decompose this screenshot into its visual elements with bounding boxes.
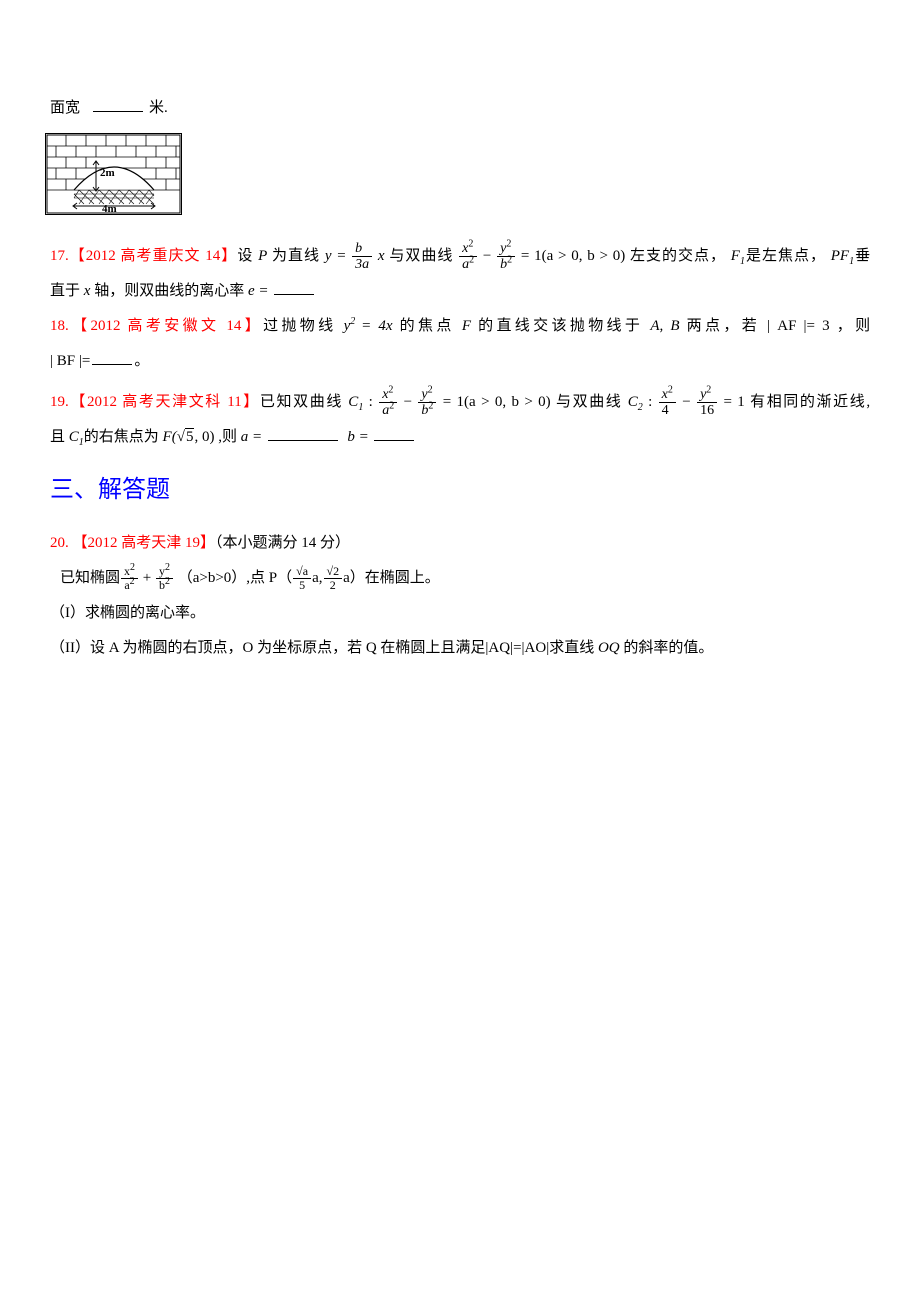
p20-part2a: （II）设 A 为椭圆的右顶点，O 为坐标原点，若 Q 在椭圆上且满足|AQ|=…: [50, 640, 594, 656]
p20-num: 20.: [50, 535, 73, 551]
p20-t1: （本小题满分 14 分）: [215, 535, 350, 551]
p20-frac1: x2a2: [121, 565, 138, 592]
p20-OQ: OQ: [598, 640, 620, 656]
p17-x: x: [378, 248, 385, 264]
p19-frac4: y216: [697, 387, 717, 419]
p19-Fsqrt2: , 0): [194, 429, 214, 445]
p17-blank: [274, 279, 314, 295]
p17-eq-rhs: = 1(a > 0, b > 0): [521, 248, 625, 264]
p19-frac3: x24: [659, 387, 676, 419]
p17-t3: 与双曲线: [389, 248, 453, 264]
p17-e: e =: [248, 283, 269, 299]
p19-t6: ,则: [218, 429, 237, 445]
p20-tag: 【2012 高考天津 19】: [73, 535, 216, 551]
p19-t3: 有相同的渐近线,: [750, 394, 870, 410]
p16-blank: [93, 96, 143, 112]
p19-t4: 且: [50, 429, 65, 445]
p16-post: 米.: [149, 100, 168, 116]
p18-t4: 两点，若: [687, 318, 760, 334]
p20-t2: 已知椭圆: [60, 570, 120, 586]
p17-frac1: b3a: [352, 241, 372, 273]
p18-t3: 的直线交该抛物线于: [478, 318, 643, 334]
p17-eq-lhs: y =: [325, 248, 347, 264]
p17-xaxis: x: [84, 283, 91, 299]
p17-P: P: [258, 248, 267, 264]
p18-t1: 过抛物线: [263, 318, 336, 334]
p18-tag: 【2012 高考安徽文 14】: [69, 318, 263, 334]
diagram-label-2m: 2m: [100, 167, 115, 179]
p19-frac2: y2b2: [418, 387, 436, 419]
p17-t1: 设: [237, 248, 253, 264]
p19-blank-b: [374, 425, 414, 441]
p19-sqrt5: 5: [177, 421, 195, 454]
p18-blank: [92, 349, 132, 365]
p17-tag: 【2012 高考重庆文 14】: [69, 248, 238, 264]
p17-PF1: PF1: [831, 248, 854, 264]
diagram-label-4m: 4m: [102, 203, 117, 215]
p19-minus1: −: [404, 394, 412, 410]
p20-part1: （I）求椭圆的离心率。: [50, 597, 870, 630]
p19-Fsqrt: F(: [163, 429, 177, 445]
p17-t2: 为直线: [272, 248, 320, 264]
p17-t8: 轴，则双曲线的离心率: [94, 283, 244, 299]
p20-a2: a: [343, 570, 350, 586]
p18-F: F: [462, 318, 471, 334]
p19-C2: C2: [628, 394, 643, 410]
p20-frac2: y2b2: [156, 565, 173, 592]
p18-BF: | BF |=: [50, 353, 90, 369]
p17-t5: 是左焦点，: [745, 248, 826, 264]
p17-F1: F1: [731, 248, 745, 264]
p17-t7: 直于: [50, 283, 80, 299]
p20-t3: （a>b>0）,点 P（: [178, 570, 292, 586]
p19-line2: 且 C1的右焦点为 F(5, 0) ,则 a = b =: [50, 421, 870, 454]
p18-t6: 。: [134, 353, 149, 369]
p19-b-eq: b =: [347, 429, 368, 445]
p20-a1: a,: [312, 570, 322, 586]
p20-plus: +: [143, 570, 151, 586]
p19-t5: 的右焦点为: [84, 429, 159, 445]
p19-blank-a: [268, 425, 338, 441]
p17-t4: 左支的交点，: [630, 248, 726, 264]
p17-t6: 垂: [854, 248, 870, 264]
p19-a-eq: a =: [241, 429, 262, 445]
p19-num: 19.: [50, 394, 69, 410]
p19-C1: C1: [348, 394, 363, 410]
p18-line1: 18.【2012 高考安徽文 14】过抛物线 y2 = 4x 的焦点 F 的直线…: [50, 310, 870, 343]
p19-colon1: :: [369, 394, 373, 410]
p19-t1: 已知双曲线: [260, 394, 343, 410]
p18-t2: 的焦点: [400, 318, 455, 334]
p19-minus2: −: [682, 394, 690, 410]
p18-AF: | AF |= 3: [767, 318, 829, 334]
p19-line1: 19.【2012 高考天津文科 11】已知双曲线 C1 : x2a2 − y2b…: [50, 386, 870, 419]
p20-part2b: 的斜率的值。: [623, 640, 713, 656]
p18-AB: A, B: [650, 318, 679, 334]
p17-line1: 17.【2012 高考重庆文 14】设 P 为直线 y = b3a x 与双曲线…: [50, 240, 870, 273]
section3-title: 三、解答题: [50, 464, 870, 517]
p19-eq2: = 1: [723, 394, 744, 410]
p16-line: 面宽 米.: [50, 92, 870, 125]
p17-line2: 直于 x 轴，则双曲线的离心率 e =: [50, 275, 870, 308]
p19-eq1: = 1(a > 0, b > 0): [443, 394, 551, 410]
p17-minus: −: [483, 248, 491, 264]
p20-frac3: √a5: [293, 565, 311, 592]
p17-frac2: x2a2: [459, 241, 477, 273]
p18-num: 18.: [50, 318, 69, 334]
p17-num: 17.: [50, 248, 69, 264]
p18-t5: ，则: [837, 318, 870, 334]
p19-C1b: C1: [69, 429, 84, 445]
p18-line2: | BF |= 。: [50, 345, 870, 378]
p19-tag: 【2012 高考天津文科 11】: [69, 394, 260, 410]
p19-colon2: :: [648, 394, 652, 410]
p19-t2: 与双曲线: [556, 394, 622, 410]
p17-frac3: y2b2: [497, 241, 515, 273]
p20-frac4: √22: [324, 565, 343, 592]
p20-part2: （II）设 A 为椭圆的右顶点，O 为坐标原点，若 Q 在椭圆上且满足|AQ|=…: [50, 632, 870, 665]
p18-eq1: y2 = 4x: [344, 318, 393, 334]
p19-frac1: x2a2: [379, 387, 397, 419]
arch-diagram: 2m 4m: [45, 133, 182, 215]
p20-t4: ）在椭圆上。: [350, 570, 440, 586]
p20-line1: 20. 【2012 高考天津 19】（本小题满分 14 分）: [50, 527, 870, 560]
p16-pre: 面宽: [50, 100, 80, 116]
p20-line2: 已知椭圆x2a2 + y2b2 （a>b>0）,点 P（√a5a,√22a）在椭…: [50, 562, 870, 595]
